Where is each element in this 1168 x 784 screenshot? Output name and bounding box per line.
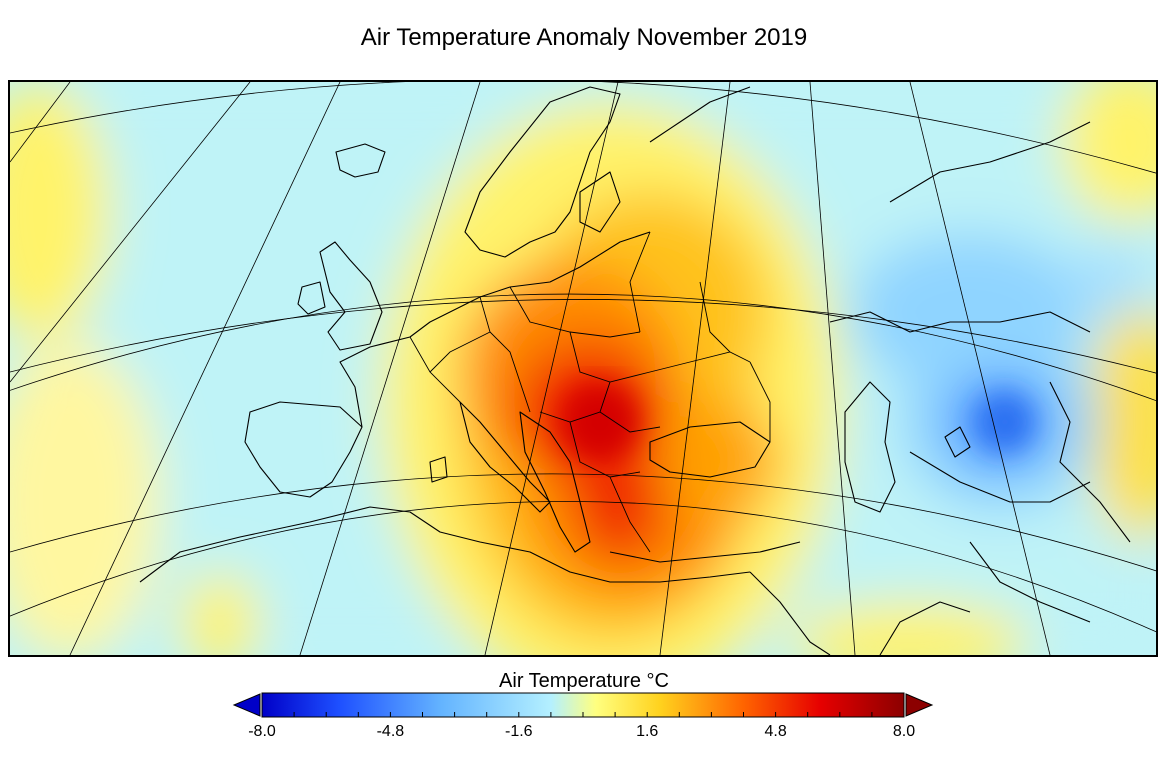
chart-title: Air Temperature Anomaly November 2019 (360, 24, 808, 51)
map-canvas (10, 82, 1156, 655)
colorbar (232, 692, 934, 718)
graticule (10, 82, 1156, 655)
country-borders (409, 231, 771, 553)
anomaly-map (8, 80, 1158, 657)
anomaly-field (10, 82, 1156, 655)
coastlines (139, 86, 1131, 655)
colorbar-max-extend (905, 693, 934, 717)
colorbar-min-extend (232, 693, 261, 717)
colorbar-tick-label: 8.0 (892, 723, 916, 740)
colorbar-label: Air Temperature °C (499, 670, 669, 692)
colorbar-tick-label: 1.6 (636, 723, 659, 740)
colorbar-tick-label: 4.8 (764, 723, 787, 740)
colorbar-tick-label: -4.8 (376, 723, 405, 740)
colorbar-tick-label: -8.0 (248, 723, 276, 740)
colorbar-tick-label: -1.6 (505, 723, 533, 740)
